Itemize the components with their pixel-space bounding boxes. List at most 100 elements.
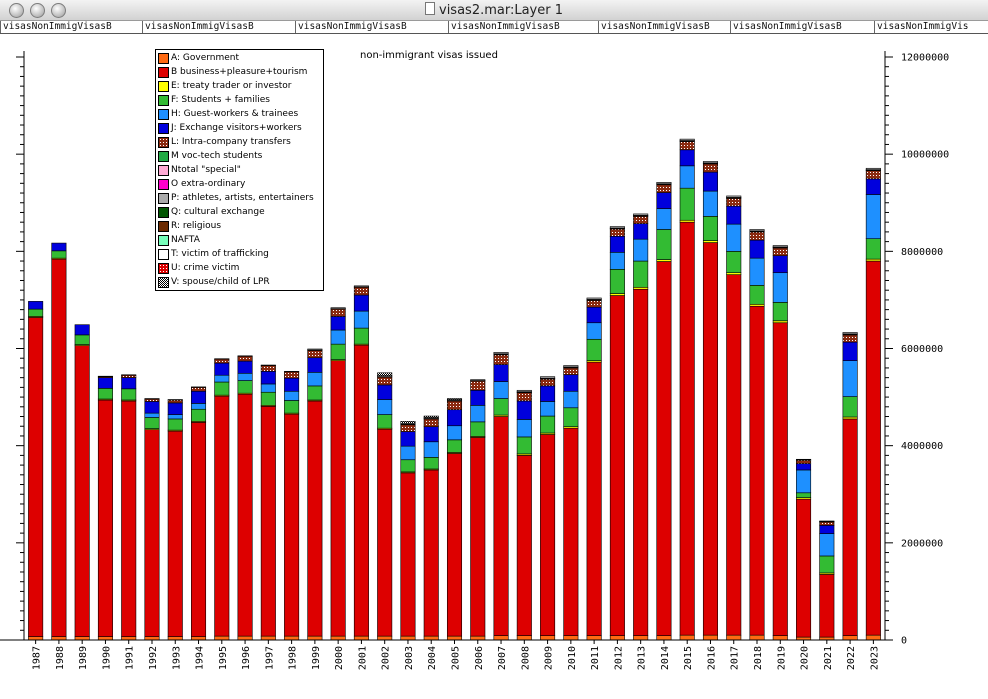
x-tick-label: 2002 (381, 646, 392, 670)
x-tick-label: 2018 (753, 646, 764, 670)
x-tick-label: 1987 (32, 646, 43, 670)
column-header[interactable]: visasNonImmigVis (874, 21, 969, 33)
legend-swatch (158, 95, 169, 106)
bar-segment (167, 418, 183, 431)
legend-item: V: spouse/child of LPR (158, 275, 321, 289)
bar-segment (749, 634, 765, 641)
bar-segment (516, 400, 532, 420)
bar-segment (470, 635, 486, 641)
bar-segment (423, 635, 439, 641)
x-tick-label: 2006 (474, 646, 485, 670)
bar-segment (446, 439, 463, 453)
column-header[interactable]: visasNonImmigVisasB (295, 21, 407, 33)
bar-segment (726, 634, 742, 641)
bar-segment (144, 636, 160, 641)
column-header[interactable]: visasNonImmigVisasB (598, 21, 710, 33)
bar-segment (633, 238, 649, 262)
bar-segment (191, 422, 207, 637)
bar-segment (865, 170, 881, 180)
bar-segment (633, 635, 649, 641)
x-tick-label: 1991 (125, 646, 136, 670)
bar-segment (307, 372, 323, 387)
bar-segment (28, 308, 44, 317)
bar-segment (97, 399, 113, 637)
legend-swatch (158, 263, 169, 274)
bar-segment (470, 389, 486, 406)
bar-segment (167, 414, 183, 420)
legend-label: F: Students + families (171, 95, 270, 105)
bar-segment (191, 636, 207, 641)
x-tick-label: 1994 (195, 646, 206, 670)
legend-label: NAFTA (171, 235, 200, 245)
x-tick-label: 2000 (334, 646, 345, 670)
bar-segment (726, 223, 742, 252)
legend-item: Ntotal "special" (158, 163, 321, 177)
bar-segment (609, 635, 625, 641)
legend-label: O extra-ordinary (171, 179, 246, 189)
bar-segment (516, 389, 532, 393)
bar-segment (609, 228, 625, 237)
bar-segment (377, 376, 393, 386)
column-header[interactable]: visasNonImmigVisasB (142, 21, 254, 33)
close-window-button[interactable] (9, 3, 24, 18)
bar-segment (353, 294, 369, 312)
bar-segment (191, 387, 207, 392)
bar-segment (51, 636, 67, 641)
x-tick-label: 1990 (101, 646, 112, 670)
bar-segment (330, 329, 346, 345)
bar-segment (191, 390, 207, 404)
column-header[interactable]: visasNonImmigVisasB (730, 21, 842, 33)
bar-segment (586, 338, 602, 361)
bar-segment (726, 274, 742, 636)
bar-segment (865, 194, 881, 240)
bar-segment (214, 395, 230, 637)
bar-segment (726, 195, 742, 198)
x-tick-label: 1989 (78, 646, 89, 670)
x-tick-label: 2005 (451, 646, 462, 670)
bar-segment (214, 374, 230, 383)
bar-segment (307, 350, 323, 359)
legend-swatch (158, 109, 169, 120)
bar-segment (586, 322, 602, 340)
bar-segment (586, 300, 602, 308)
x-tick-label: 2017 (730, 646, 741, 670)
bar-segment (307, 385, 323, 401)
bar-segment (377, 414, 393, 429)
bar-segment (749, 285, 765, 305)
legend-label: B business+pleasure+tourism (171, 67, 308, 77)
column-header-bar: visasNonImmigVisasB visasNonImmigVisasB … (0, 21, 988, 34)
x-tick-label: 1996 (241, 646, 252, 670)
bar-segment (167, 636, 183, 641)
x-tick-label: 2012 (613, 646, 624, 670)
bar-segment (470, 437, 486, 637)
legend-swatch (158, 249, 169, 260)
bar-segment (749, 305, 765, 636)
bar-segment (400, 459, 416, 473)
bar-segment (842, 332, 858, 335)
y-tick-label: 4000000 (901, 441, 943, 452)
minimize-window-button[interactable] (30, 3, 45, 18)
legend-label: M voc-tech students (171, 151, 263, 161)
bar-segment (51, 258, 67, 637)
bar-segment (144, 417, 160, 429)
bar-segment (679, 138, 695, 141)
bar-segment (121, 636, 137, 641)
bar-segment (679, 165, 695, 189)
chart-legend: A: Government B business+pleasure+tourism… (155, 49, 324, 291)
bar-segment (540, 376, 556, 379)
x-tick-label: 2023 (869, 646, 880, 670)
legend-swatch (158, 81, 169, 92)
legend-swatch (158, 151, 169, 162)
bar-segment (353, 327, 369, 345)
column-header[interactable]: visasNonImmigVisasB (0, 21, 112, 33)
bar-segment (772, 322, 788, 636)
bar-segment (563, 407, 579, 428)
bar-segment (400, 424, 416, 432)
legend-label: H: Guest-workers & trainees (171, 109, 299, 119)
bar-segment (493, 398, 509, 416)
column-header[interactable]: visasNonImmigVisasB (448, 21, 560, 33)
bar-segment (842, 360, 858, 397)
zoom-window-button[interactable] (51, 3, 66, 18)
bar-segment (540, 378, 556, 387)
bar-segment (353, 635, 369, 641)
